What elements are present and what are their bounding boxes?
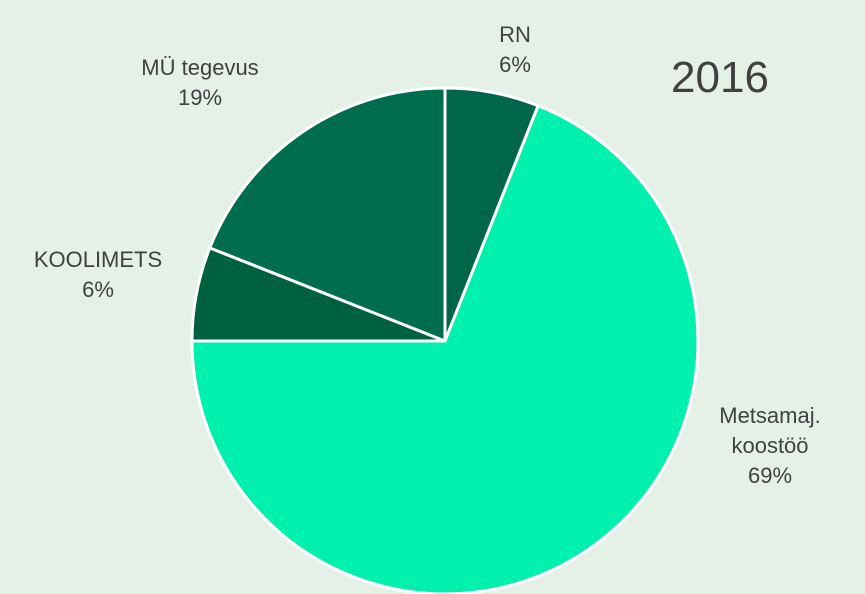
slice-value-label: 19% (178, 85, 222, 110)
pie-slice (190, 104, 700, 594)
slice-value-label: 69% (748, 463, 792, 488)
slice-label: Metsamaj. koostöö (719, 403, 820, 458)
slice-label-line: RN (499, 22, 531, 47)
slice-value-label: 6% (499, 52, 531, 77)
slice-value-label: 6% (82, 277, 114, 302)
slice-label: RN (499, 22, 531, 47)
slice-label: MÜ tegevus (141, 55, 258, 80)
slice-label-line: MÜ tegevus (141, 55, 258, 80)
slice-label-line: KOOLIMETS (34, 247, 162, 272)
slice-label: KOOLIMETS (34, 247, 162, 272)
pie-slice (208, 86, 447, 343)
chart-title: 2016 (671, 53, 769, 102)
slice-label-line: Metsamaj. (719, 403, 820, 428)
slice-label-line: koostöö (731, 433, 808, 458)
